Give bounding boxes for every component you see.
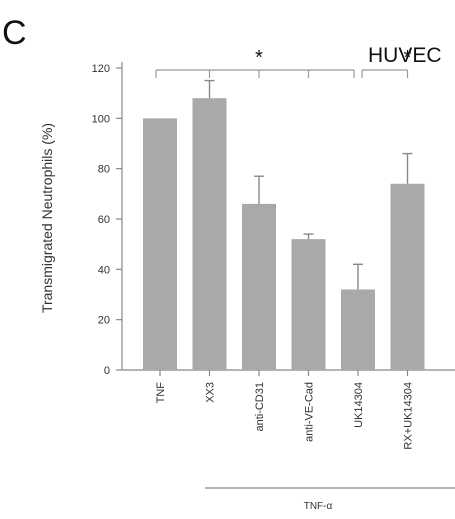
y-tick-label: 20 <box>98 315 110 327</box>
error-bars <box>204 79 413 290</box>
y-tick-label: 60 <box>98 214 110 226</box>
bars <box>143 98 425 370</box>
x-tick-label: XX3 <box>205 382 217 403</box>
y-tick-label: 100 <box>92 113 110 125</box>
significance-brackets: * * <box>155 47 412 78</box>
bar <box>242 203 276 370</box>
x-tick-label: anti-VE-Cad <box>304 382 316 442</box>
x-tick-label: UK14304 <box>353 382 365 428</box>
x-tick-labels: TNF XX3 anti-CD31 anti-VE-Cad UK14304 RX+UK14… <box>155 370 415 450</box>
bar <box>192 98 227 370</box>
y-tick-labels: 0 20 40 60 80 100 120 <box>92 63 122 377</box>
bar <box>143 118 177 370</box>
group-label: TNF-α <box>304 501 333 512</box>
bar <box>291 239 326 370</box>
x-tick-label: anti-CD31 <box>254 382 266 432</box>
y-tick-label: 0 <box>104 365 110 377</box>
bar <box>341 289 375 370</box>
panel-label: C <box>2 14 27 52</box>
y-tick-label: 80 <box>98 164 110 176</box>
chart-title: HUVEC <box>368 44 442 67</box>
y-axis-label: Transmigrated Neutrophils (%) <box>39 123 55 313</box>
significance-star: * <box>255 47 263 69</box>
bar <box>390 183 425 370</box>
y-tick-label: 120 <box>92 63 110 75</box>
y-tick-label: 40 <box>98 264 110 276</box>
significance-star: * <box>404 47 412 69</box>
x-tick-label: RX+UK14304 <box>403 382 415 450</box>
x-tick-label: TNF <box>155 382 167 404</box>
